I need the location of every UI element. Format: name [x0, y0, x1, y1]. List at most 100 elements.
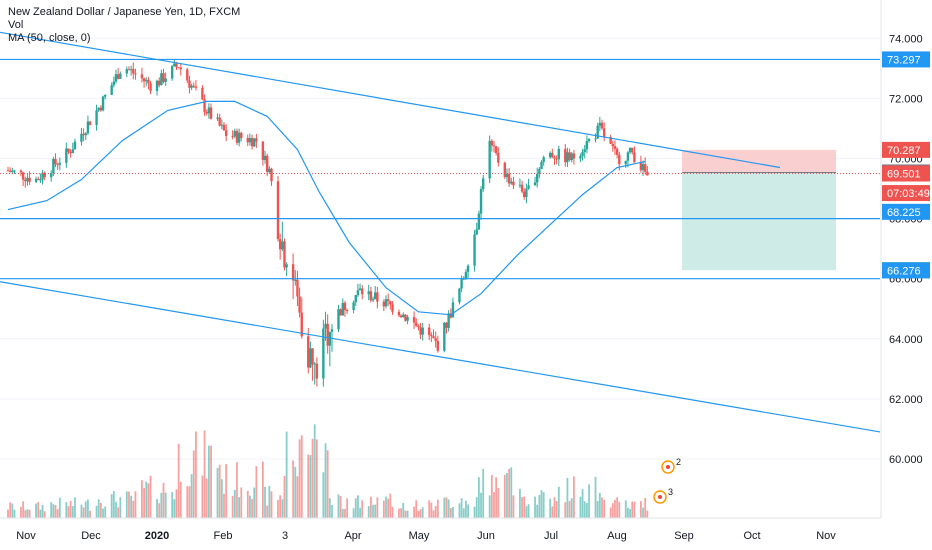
- volume-bar: [11, 503, 14, 518]
- volume-bar: [553, 497, 556, 518]
- candle-body: [266, 155, 269, 173]
- candle-body: [523, 191, 526, 197]
- volume-bar: [361, 500, 364, 518]
- volume-bar: [158, 503, 161, 518]
- drawing-lines[interactable]: [0, 31, 881, 433]
- volume-indicator-label[interactable]: Vol: [8, 19, 24, 31]
- volume-bar: [594, 476, 597, 518]
- candle-body: [162, 73, 165, 82]
- candle-body: [224, 130, 228, 137]
- candle-body: [88, 121, 92, 125]
- candle-body: [518, 184, 522, 186]
- volume-bar: [128, 491, 130, 518]
- volume-bar: [236, 462, 238, 518]
- candle-body: [412, 317, 416, 323]
- position-zones[interactable]: [682, 149, 836, 271]
- event-marker-count: 2: [676, 457, 681, 467]
- volume-bar: [205, 478, 208, 518]
- candle-body: [65, 148, 68, 163]
- price-tag: 70.287: [882, 141, 930, 158]
- candle-body: [613, 146, 617, 149]
- candle-body: [69, 151, 72, 154]
- candle-body: [13, 170, 16, 172]
- y-tick-label: 60.000: [889, 454, 923, 466]
- price-tag-label: 07:03:49: [887, 188, 930, 200]
- volume-bar: [475, 497, 478, 518]
- candle-body: [579, 156, 582, 159]
- candle-body: [26, 177, 29, 182]
- volume-bar: [367, 506, 370, 518]
- volume-bar: [283, 475, 286, 518]
- volume-bar: [443, 497, 446, 518]
- candle-body: [104, 94, 107, 97]
- volume-bar: [58, 497, 61, 518]
- candle-body: [112, 81, 116, 86]
- candle-body: [609, 136, 612, 144]
- candle-body: [503, 162, 506, 178]
- candle-body: [80, 133, 83, 142]
- lower-trendline: [0, 281, 881, 433]
- candle-body: [43, 172, 46, 178]
- price-tag-bg: [882, 141, 930, 158]
- candle-body: [585, 140, 589, 150]
- volume-bar: [173, 499, 176, 518]
- volume-bar: [344, 508, 346, 518]
- volume-bar: [573, 476, 575, 518]
- volume-bar: [480, 492, 482, 518]
- volume-bar: [614, 499, 616, 518]
- volume-bar: [238, 497, 241, 518]
- candle-body: [270, 168, 273, 182]
- volume-bar: [527, 504, 530, 518]
- volume-bar: [164, 492, 167, 518]
- candle-body: [207, 107, 211, 114]
- volume-bar: [601, 497, 603, 518]
- volume-bar: [536, 504, 539, 518]
- volume-bar: [588, 484, 590, 518]
- volume-bar: [39, 509, 42, 518]
- price-tag-label: 70.287: [887, 145, 921, 157]
- volume-bar: [9, 502, 12, 518]
- candle-body: [382, 301, 386, 307]
- candle-body: [587, 138, 591, 141]
- candle-body: [527, 185, 530, 189]
- volume-bar: [400, 508, 403, 518]
- candle-body: [114, 74, 118, 82]
- x-tick-label: Sep: [674, 530, 694, 542]
- candle-body: [283, 241, 286, 268]
- volume-bar: [551, 506, 554, 518]
- candle-body: [11, 170, 14, 172]
- volume-bar: [22, 501, 25, 518]
- candle-body: [101, 96, 105, 111]
- event-marker-dot: [666, 465, 670, 469]
- candle-body: [626, 152, 630, 161]
- candle-body: [21, 172, 25, 180]
- candle-body: [216, 117, 219, 119]
- volume-bar: [156, 499, 158, 518]
- volume-bar: [24, 510, 27, 518]
- volume-bar: [579, 496, 582, 518]
- volume-bar: [171, 491, 174, 518]
- volume-bar: [134, 491, 137, 518]
- volume-bar: [99, 502, 102, 518]
- event-markers[interactable]: 23: [653, 457, 681, 504]
- ma-indicator-label[interactable]: MA (50, close, 0): [8, 32, 91, 44]
- candle-body: [237, 132, 241, 143]
- candle-body: [391, 304, 394, 312]
- volume-bar: [581, 489, 584, 518]
- candle-body: [419, 327, 422, 335]
- candle-body: [352, 302, 355, 311]
- candle-body: [555, 158, 558, 160]
- symbol-title[interactable]: New Zealand Dollar / Japanese Yen, 1D, F…: [8, 6, 241, 18]
- candle-body: [330, 329, 334, 332]
- candle-body: [67, 148, 70, 152]
- volume-bar: [80, 504, 83, 518]
- candle-body: [397, 311, 401, 316]
- volume-bar: [564, 502, 567, 518]
- volume-bar: [339, 496, 342, 518]
- x-tick-label: Apr: [344, 530, 361, 542]
- volume-bar: [413, 506, 415, 518]
- candle-body: [341, 302, 344, 316]
- stop-loss-zone: [682, 149, 836, 173]
- candle-body: [451, 302, 455, 318]
